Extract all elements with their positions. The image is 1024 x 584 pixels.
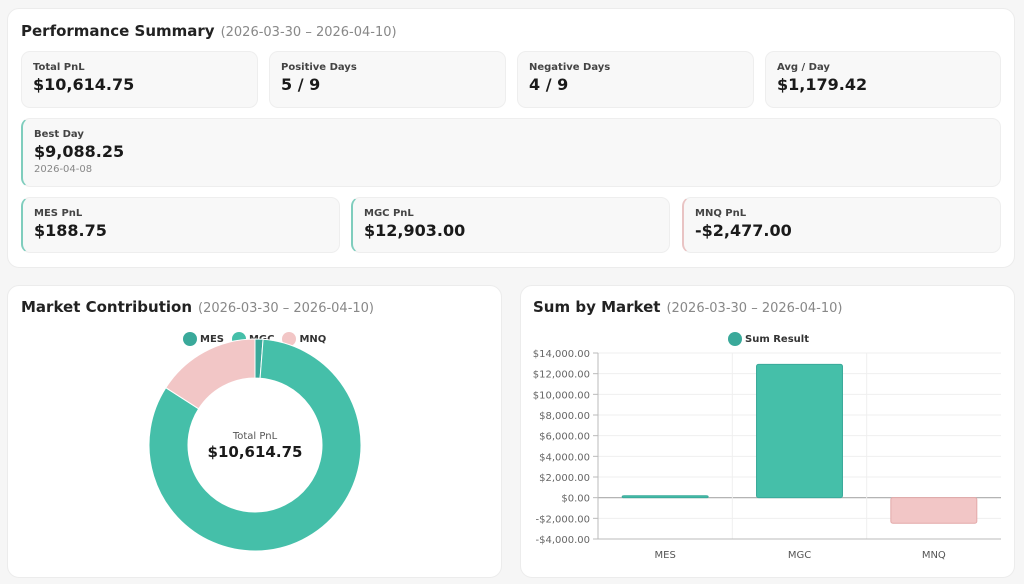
stat-mnq-pnl: MNQ PnL -$2,477.00	[682, 197, 1001, 253]
y-tick-label: $14,000.00	[533, 349, 590, 360]
date-range: (2026-03-30 – 2026-04-10)	[220, 25, 397, 40]
y-tick-label: -$4,000.00	[535, 535, 590, 546]
bar-chart: $14,000.00 $12,000.00 $10,000.00 $8,000.00 $…	[533, 349, 1001, 561]
x-tick-label: MNQ	[922, 550, 946, 561]
stat-mgc-pnl: MGC PnL $12,903.00	[351, 197, 670, 253]
x-tick-label: MGC	[788, 550, 811, 561]
y-tick-label: $8,000.00	[539, 411, 590, 422]
donut-slice-mnq[interactable]	[165, 338, 256, 410]
donut-center-label: Total PnL	[232, 431, 278, 442]
y-tick-label: $4,000.00	[539, 452, 590, 463]
donut-chart	[148, 338, 362, 552]
y-tick-label: $6,000.00	[539, 432, 590, 443]
bar-mnq[interactable]	[890, 497, 978, 524]
stat-positive-days: Positive Days 5 / 9	[269, 51, 506, 108]
legend-sum-result[interactable]: Sum Result	[728, 332, 809, 346]
stat-mes-pnl: MES PnL $188.75	[21, 197, 340, 253]
stat-negative-days: Negative Days 4 / 9	[517, 51, 754, 108]
donut-slice-mgc[interactable]	[148, 338, 362, 552]
market-contribution-title: Market Contribution (2026-03-30 – 2026-04…	[21, 298, 375, 316]
stat-total-pnl: Total PnL $10,614.75	[21, 51, 258, 108]
stat-best-day: Best Day $9,088.25 2026-04-08	[21, 118, 1001, 187]
stat-avg-day: Avg / Day $1,179.42	[765, 51, 1001, 108]
y-tick-label: $0.00	[561, 494, 590, 505]
performance-summary-title: Performance Summary (2026-03-30 – 2026-04…	[21, 22, 397, 40]
bar-mgc[interactable]	[756, 363, 843, 499]
y-tick-label: $12,000.00	[533, 370, 590, 381]
bar-legend: Sum Result	[728, 332, 809, 346]
x-tick-label: MES	[655, 550, 676, 561]
legend-mnq[interactable]: MNQ	[282, 332, 326, 346]
bar-mes[interactable]	[621, 495, 709, 499]
sum-by-market-title: Sum by Market (2026-03-30 – 2026-04-10)	[533, 298, 843, 316]
y-tick-label: $2,000.00	[539, 473, 590, 484]
y-tick-label: -$2,000.00	[535, 514, 590, 525]
donut-center-value: $10,614.75	[207, 443, 303, 461]
y-tick-label: $10,000.00	[533, 390, 590, 401]
legend-mes[interactable]: MES	[183, 332, 224, 346]
